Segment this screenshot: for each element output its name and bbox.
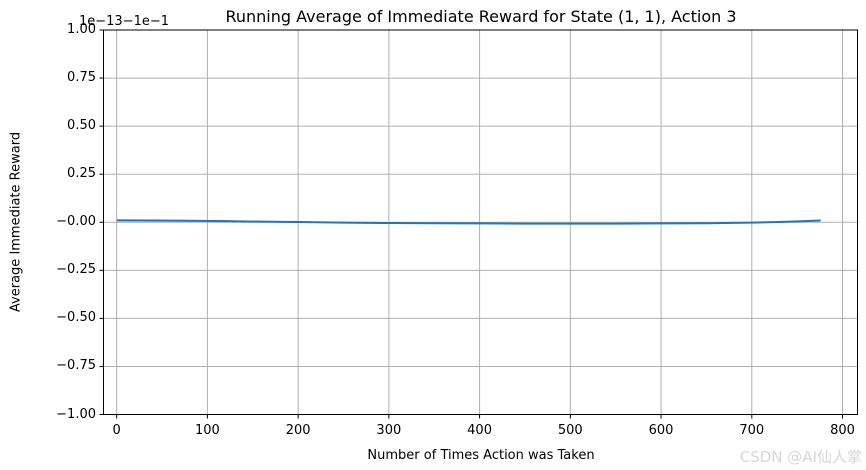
y-tick-label: −1.00 <box>56 406 96 422</box>
x-tick-label: 600 <box>648 423 674 438</box>
y-tick-label: 0.25 <box>67 166 96 182</box>
x-tick-label: 100 <box>194 423 220 438</box>
axes-spines <box>103 29 858 415</box>
chart-title: Running Average of Immediate Reward for … <box>225 7 737 26</box>
x-tick-label: 700 <box>739 423 765 438</box>
x-tick-label: 200 <box>285 423 311 438</box>
y-tick-label: −0.00 <box>56 214 96 230</box>
y-tick-label: 0.75 <box>67 70 96 86</box>
watermark: CSDN @AI仙人掌 <box>739 448 862 466</box>
x-tick-label: 800 <box>830 423 855 438</box>
x-tick-label: 400 <box>467 423 492 438</box>
x-tick-label: 0 <box>112 423 121 438</box>
y-tick-label: −0.50 <box>56 310 96 326</box>
y-axis-offset-text: 1e−13−1e−1 <box>79 14 170 29</box>
y-axis-label: Average Immediate Reward <box>8 131 24 313</box>
y-tick-label: 1.00 <box>67 22 96 37</box>
data-line-running_average_immediate_reward <box>116 219 821 225</box>
y-tick-label: −0.25 <box>56 262 96 278</box>
x-axis-label: Number of Times Action was Taken <box>367 448 595 463</box>
y-tick-label: 0.50 <box>67 118 96 134</box>
x-tick-label: 500 <box>557 423 583 438</box>
y-tick-label: −0.75 <box>56 358 96 374</box>
x-tick-label: 300 <box>376 423 402 438</box>
